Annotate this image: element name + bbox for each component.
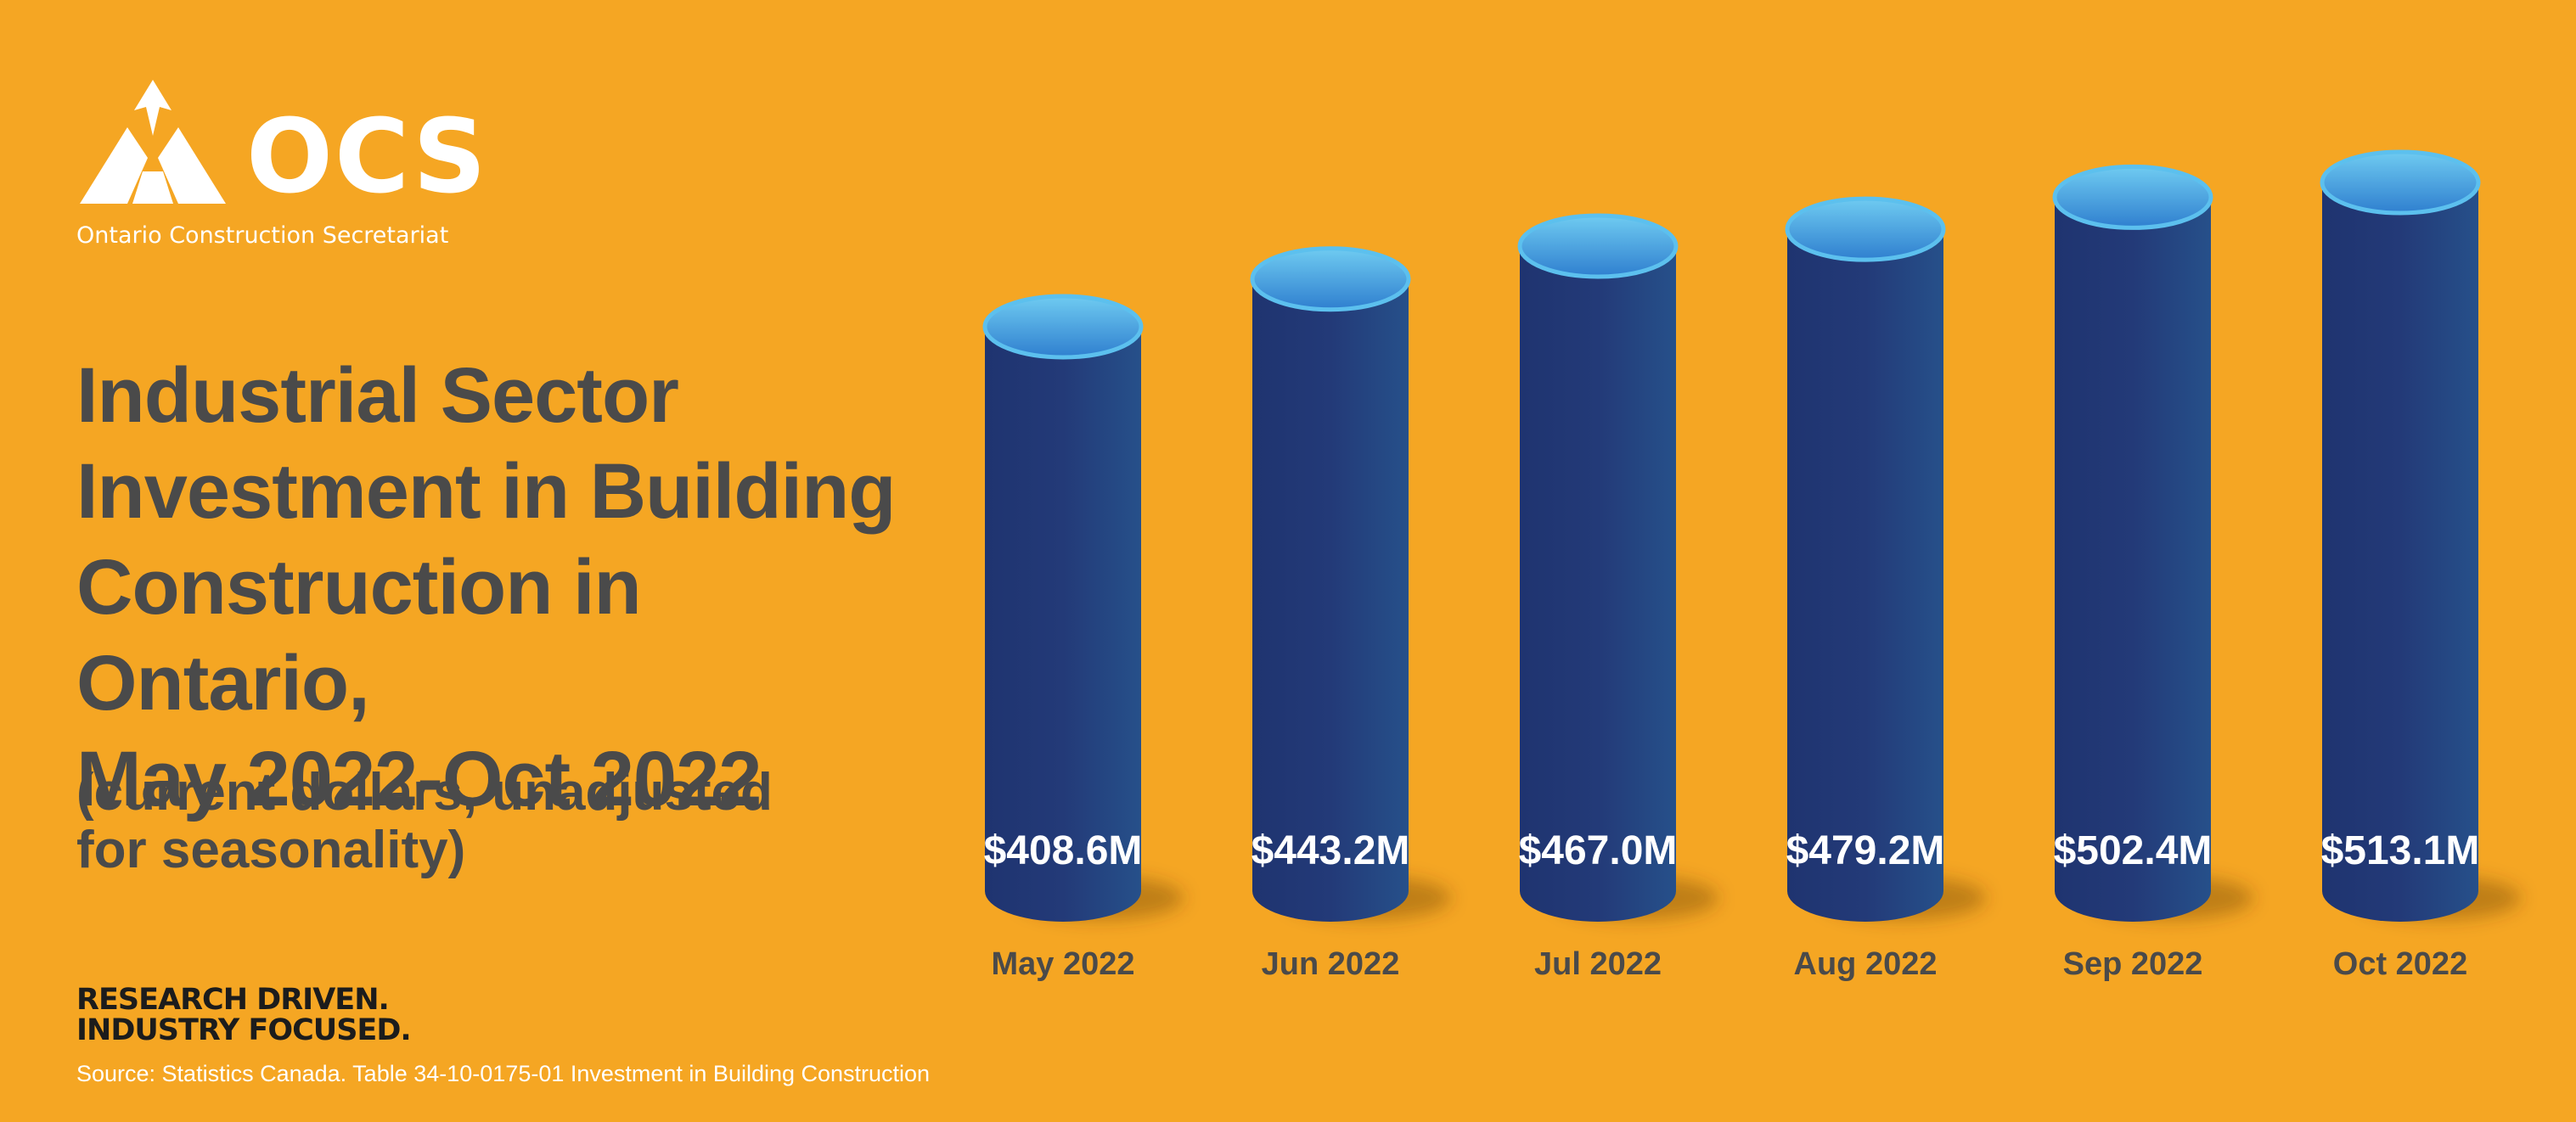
subtitle-line: for seasonality) [76, 821, 466, 879]
category-label: May 2022 [991, 946, 1134, 982]
title-line: May 2022-Oct 2022 [76, 736, 762, 822]
cylinder-bar: $408.6M May 2022 [982, 294, 1184, 982]
value-label: $479.2M [1786, 828, 1945, 873]
cylinder-top [1785, 196, 1946, 262]
cylinder-top [982, 294, 1144, 360]
cylinder-top [2320, 149, 2481, 216]
value-label: $408.6M [984, 828, 1143, 873]
cylinder-bar: $513.1M Oct 2022 [2320, 149, 2521, 982]
ocs-emblem-icon [80, 80, 226, 204]
cylinder-body [985, 327, 1141, 922]
cylinder-top [1517, 213, 1679, 279]
cylinders-group: $408.6M May 2022 $443.2M Jun 2022 $467.0M Jul… [982, 149, 2521, 982]
tagline: RESEARCH DRIVEN. INDUSTRY FOCUSED. [76, 983, 412, 1047]
cylinder-body [2322, 182, 2478, 922]
logo-subtitle: Ontario Construction Secretariat [76, 222, 449, 249]
title-line: Investment in Building [76, 448, 896, 535]
subtitle-line: (current dollars, unadjusted [76, 763, 773, 822]
source-note: Source: Statistics Canada. Table 34-10-0… [76, 1061, 931, 1086]
cylinder-bar: $443.2M Jun 2022 [1250, 246, 1451, 982]
cylinder-body [1787, 229, 1943, 922]
cylinder-bar: $479.2M Aug 2022 [1785, 196, 1986, 982]
cylinder-body [2055, 197, 2211, 923]
tagline-line: INDUSTRY FOCUSED. [76, 1013, 412, 1047]
category-label: Aug 2022 [1794, 946, 1938, 982]
cylinder-bar: $502.4M Sep 2022 [2052, 164, 2253, 982]
value-label: $513.1M [2321, 828, 2480, 873]
category-label: Sep 2022 [2063, 946, 2203, 982]
logo-wordmark: OCS [246, 98, 488, 216]
cylinder-bar: $467.0M Jul 2022 [1517, 213, 1718, 982]
cylinder-top [2052, 164, 2213, 230]
title-line: Construction in Ontario, [76, 544, 642, 726]
value-label: $502.4M [2054, 828, 2213, 873]
cylinder-body [1520, 245, 1676, 922]
value-label: $443.2M [1251, 828, 1410, 873]
cylinder-top [1250, 246, 1411, 312]
category-label: Jun 2022 [1262, 946, 1400, 982]
cylinder-body [1252, 278, 1409, 923]
value-label: $467.0M [1519, 828, 1678, 873]
chart-title: Industrial Sector Investment in Building… [76, 348, 934, 827]
tagline-line: RESEARCH DRIVEN. [76, 983, 390, 1017]
category-label: Jul 2022 [1534, 946, 1662, 982]
chart-subtitle: (current dollars, unadjusted for seasona… [76, 764, 798, 879]
ocs-logo: OCS Ontario Construction Secretariat [76, 76, 487, 255]
category-label: Oct 2022 [2333, 946, 2467, 982]
title-line: Industrial Sector [76, 352, 679, 439]
